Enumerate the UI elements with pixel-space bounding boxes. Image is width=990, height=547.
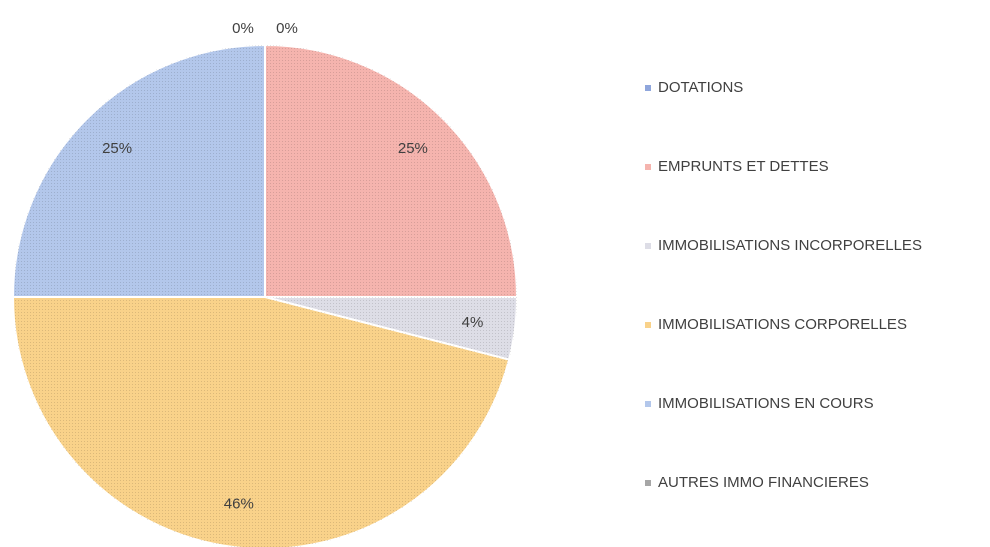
data-label: 0%	[276, 20, 298, 37]
legend-label: IMMOBILISATIONS CORPORELLES	[658, 316, 907, 333]
data-labels: 0% 25% 4% 46% 25% 0%	[102, 20, 483, 513]
slice-texture	[13, 297, 510, 547]
legend-swatch	[645, 480, 651, 486]
data-label: 4%	[462, 314, 484, 331]
legend-swatch	[645, 401, 651, 407]
legend-label: AUTRES IMMO FINANCIERES	[658, 474, 869, 491]
data-label: 25%	[102, 140, 132, 157]
slice-texture	[13, 45, 265, 297]
data-label: 46%	[224, 495, 254, 512]
legend-swatch	[645, 164, 651, 170]
slice-texture	[265, 45, 517, 297]
legend-label: EMPRUNTS ET DETTES	[658, 158, 829, 175]
legend-swatch	[645, 243, 651, 249]
data-label: 0%	[232, 20, 254, 37]
legend-label: DOTATIONS	[658, 79, 743, 96]
data-label: 25%	[398, 140, 428, 157]
legend-label: IMMOBILISATIONS EN COURS	[658, 395, 874, 412]
legend-label: IMMOBILISATIONS INCORPORELLES	[658, 237, 922, 254]
legend-swatch	[645, 322, 651, 328]
legend-swatch	[645, 85, 651, 91]
legend: DOTATIONS EMPRUNTS ET DETTES IMMOBILISATIO…	[645, 79, 922, 491]
pie	[11, 43, 519, 547]
